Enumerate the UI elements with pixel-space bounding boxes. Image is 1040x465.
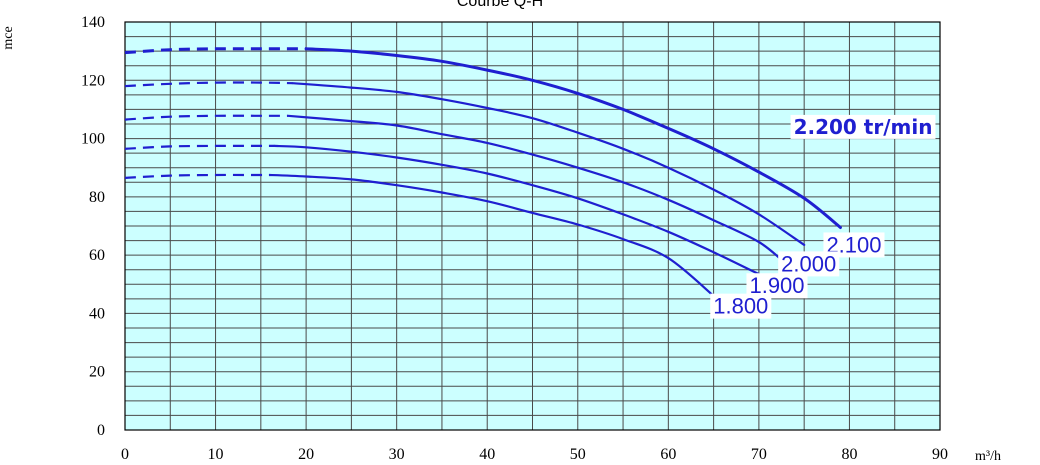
curve-solid-segment — [286, 114, 788, 265]
curve-label-background — [778, 251, 840, 277]
x-tick-label: 70 — [751, 446, 767, 463]
curve-solid-segment — [304, 47, 842, 229]
curve-label: 2.000 — [781, 251, 836, 276]
curve-dashed-segment — [124, 173, 270, 179]
y-tick-label: 20 — [89, 364, 105, 381]
x-tick-label: 0 — [121, 446, 129, 463]
y-tick-label: 140 — [81, 14, 105, 31]
y-tick-label: 40 — [89, 305, 105, 322]
tick-labels: 0 10 20 30 40 50 60 70 80 90 0 20 40 60 80 100 120 140 — [81, 14, 948, 463]
curve-dashed-segment — [124, 114, 288, 121]
x-tick-label: 80 — [841, 446, 857, 463]
curve-dashed-segment — [124, 81, 293, 88]
x-tick-label: 30 — [389, 446, 405, 463]
x-tick-label: 50 — [570, 446, 586, 463]
curve-label-background — [710, 293, 772, 319]
curve-dashed-segment — [124, 144, 275, 150]
curve-solid-segment — [291, 82, 806, 246]
x-axis-label: m³/h — [975, 449, 1001, 464]
y-tick-label: 80 — [89, 189, 105, 206]
x-tick-label: 60 — [660, 446, 676, 463]
curve-label: 1.800 — [713, 294, 768, 319]
curve-dashed-segment — [124, 47, 307, 55]
x-tick-label: 90 — [932, 446, 948, 463]
grid — [125, 22, 940, 430]
y-axis-label: mce — [1, 26, 16, 49]
y-tick-label: 0 — [97, 422, 105, 439]
curve-solid-segment — [273, 144, 774, 281]
curve-label: 2.200 tr/min — [794, 115, 933, 139]
curve-label-background — [790, 114, 936, 139]
x-tick-label: 40 — [479, 446, 495, 463]
curve-solid-segment — [268, 173, 715, 297]
x-tick-label: 10 — [208, 446, 224, 463]
y-tick-label: 60 — [89, 247, 105, 264]
curves — [124, 47, 842, 297]
y-tick-label: 100 — [81, 131, 105, 148]
x-tick-label: 20 — [298, 446, 314, 463]
plot-border — [124, 21, 941, 431]
y-tick-label: 120 — [81, 72, 105, 89]
chart-title: Courbe Q-H — [457, 0, 543, 10]
